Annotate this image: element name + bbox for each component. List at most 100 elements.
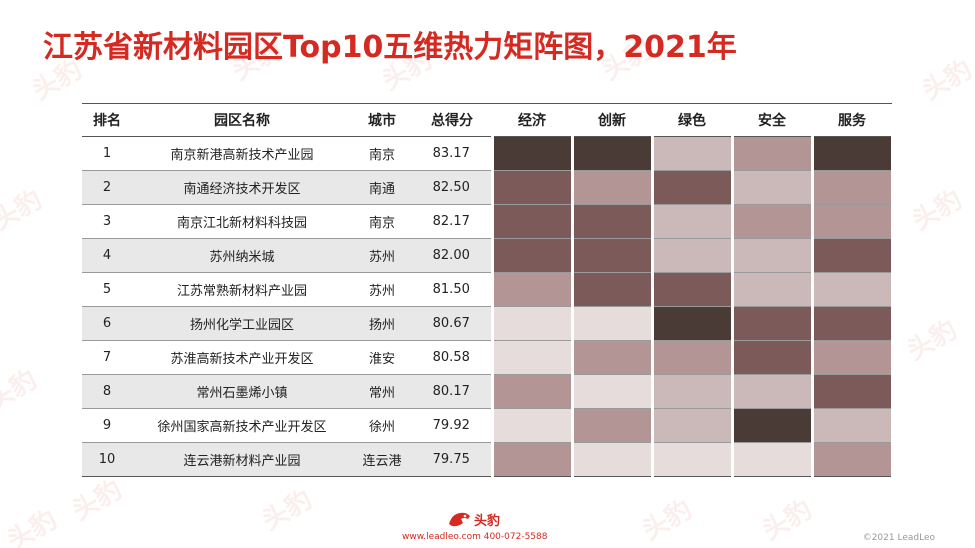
park-name-cell: 扬州化学工业园区 xyxy=(132,306,352,341)
watermark: 头豹 xyxy=(757,494,818,547)
heatmap-cell xyxy=(570,408,654,443)
city-cell: 连云港 xyxy=(352,442,412,477)
score-cell: 81.50 xyxy=(412,272,492,307)
table-row: 2 南通经济技术开发区 南通 82.50 xyxy=(82,170,894,205)
heatmap-cell xyxy=(650,204,734,239)
heatmap-cell xyxy=(730,204,814,239)
rank-cell: 9 xyxy=(82,408,132,443)
header-city: 城市 xyxy=(352,103,412,137)
table-body: 1 南京新港高新技术产业园 南京 83.17 2 南通经济技术开发区 南通 82.50 3 南京江… xyxy=(82,136,894,477)
heatmap-cell xyxy=(650,306,734,341)
heatmap-cell xyxy=(650,170,734,205)
park-name-cell: 苏州纳米城 xyxy=(132,238,352,273)
table-row: 5 江苏常熟新材料产业园 苏州 81.50 xyxy=(82,272,894,307)
watermark: 头豹 xyxy=(917,54,975,107)
park-name-cell: 常州石墨烯小镇 xyxy=(132,374,352,409)
heatmap-cell xyxy=(490,170,574,205)
heatmap-cell xyxy=(650,340,734,375)
heatmap-cell xyxy=(490,238,574,273)
rank-cell: 7 xyxy=(82,340,132,375)
heatmap-cell xyxy=(810,340,894,375)
park-name-cell: 苏淮高新技术产业开发区 xyxy=(132,340,352,375)
table-row: 3 南京江北新材料科技园 南京 82.17 xyxy=(82,204,894,239)
footer-brand: 头豹 xyxy=(474,514,501,529)
footer-copyright: ©2021 LeadLeo xyxy=(862,533,935,543)
heatmap-cell xyxy=(730,340,814,375)
table-row: 6 扬州化学工业园区 扬州 80.67 xyxy=(82,306,894,341)
heatmap-cell xyxy=(730,442,814,477)
heatmap-cell xyxy=(570,272,654,307)
watermark: 头豹 xyxy=(637,494,698,547)
rank-cell: 5 xyxy=(82,272,132,307)
city-cell: 南京 xyxy=(352,136,412,171)
city-cell: 南通 xyxy=(352,170,412,205)
watermark: 头豹 xyxy=(0,364,43,417)
heatmap-cell xyxy=(810,408,894,443)
header-innovation: 创新 xyxy=(572,103,652,137)
heatmap-cell xyxy=(650,136,734,171)
heatmap-cell xyxy=(490,272,574,307)
rank-cell: 10 xyxy=(82,442,132,477)
page-title: 江苏省新材料园区Top10五维热力矩阵图，2021年 xyxy=(43,30,737,65)
heatmap-cell xyxy=(650,374,734,409)
header-service: 服务 xyxy=(812,103,892,137)
watermark: 头豹 xyxy=(2,504,63,548)
table-row: 7 苏淮高新技术产业开发区 淮安 80.58 xyxy=(82,340,894,375)
header-score: 总得分 xyxy=(412,103,492,137)
city-cell: 徐州 xyxy=(352,408,412,443)
city-cell: 扬州 xyxy=(352,306,412,341)
heatmap-cell xyxy=(810,306,894,341)
heatmap-cell xyxy=(650,442,734,477)
heatmap-cell xyxy=(730,238,814,273)
table-row: 9 徐州国家高新技术产业开发区 徐州 79.92 xyxy=(82,408,894,443)
watermark: 头豹 xyxy=(907,184,968,237)
rank-cell: 3 xyxy=(82,204,132,239)
heatmap-cell xyxy=(730,374,814,409)
table-header-row: 排名 园区名称 城市 总得分 经济 创新 绿色 安全 服务 xyxy=(82,103,892,137)
heatmap-cell xyxy=(650,272,734,307)
city-cell: 苏州 xyxy=(352,272,412,307)
table-row: 10 连云港新材料产业园 连云港 79.75 xyxy=(82,442,894,477)
park-name-cell: 连云港新材料产业园 xyxy=(132,442,352,477)
rank-cell: 6 xyxy=(82,306,132,341)
heatmap-cell xyxy=(570,136,654,171)
heatmap-cell xyxy=(650,238,734,273)
heatmap-cell xyxy=(490,204,574,239)
heatmap-cell xyxy=(490,374,574,409)
score-cell: 80.17 xyxy=(412,374,492,409)
heatmap-cell xyxy=(730,272,814,307)
heatmap-cell xyxy=(570,238,654,273)
heatmap-cell xyxy=(490,306,574,341)
header-park-name: 园区名称 xyxy=(132,103,352,137)
header-rank: 排名 xyxy=(82,103,132,137)
heatmap-cell xyxy=(730,408,814,443)
header-safety: 安全 xyxy=(732,103,812,137)
heatmap-cell xyxy=(570,374,654,409)
header-green: 绿色 xyxy=(652,103,732,137)
heatmap-cell xyxy=(810,238,894,273)
leadleo-logo-icon xyxy=(449,512,470,527)
score-cell: 79.92 xyxy=(412,408,492,443)
heatmap-cell xyxy=(810,272,894,307)
park-name-cell: 南京江北新材料科技园 xyxy=(132,204,352,239)
heatmap-cell xyxy=(490,340,574,375)
rank-cell: 8 xyxy=(82,374,132,409)
table-row: 8 常州石墨烯小镇 常州 80.17 xyxy=(82,374,894,409)
heatmap-cell xyxy=(810,374,894,409)
heatmap-cell xyxy=(810,442,894,477)
table-row: 4 苏州纳米城 苏州 82.00 xyxy=(82,238,894,273)
score-cell: 79.75 xyxy=(412,442,492,477)
heatmap-cell xyxy=(570,170,654,205)
rank-cell: 1 xyxy=(82,136,132,171)
heatmap-cell xyxy=(570,204,654,239)
rank-cell: 2 xyxy=(82,170,132,205)
heatmap-table-container: 排名 园区名称 城市 总得分 经济 创新 绿色 安全 服务 1 南京新港高新技术产… xyxy=(82,103,894,477)
heatmap-cell xyxy=(570,306,654,341)
park-name-cell: 徐州国家高新技术产业开发区 xyxy=(132,408,352,443)
park-name-cell: 南通经济技术开发区 xyxy=(132,170,352,205)
city-cell: 常州 xyxy=(352,374,412,409)
heatmap-cell xyxy=(570,442,654,477)
heatmap-cell xyxy=(570,340,654,375)
score-cell: 82.50 xyxy=(412,170,492,205)
score-cell: 82.17 xyxy=(412,204,492,239)
